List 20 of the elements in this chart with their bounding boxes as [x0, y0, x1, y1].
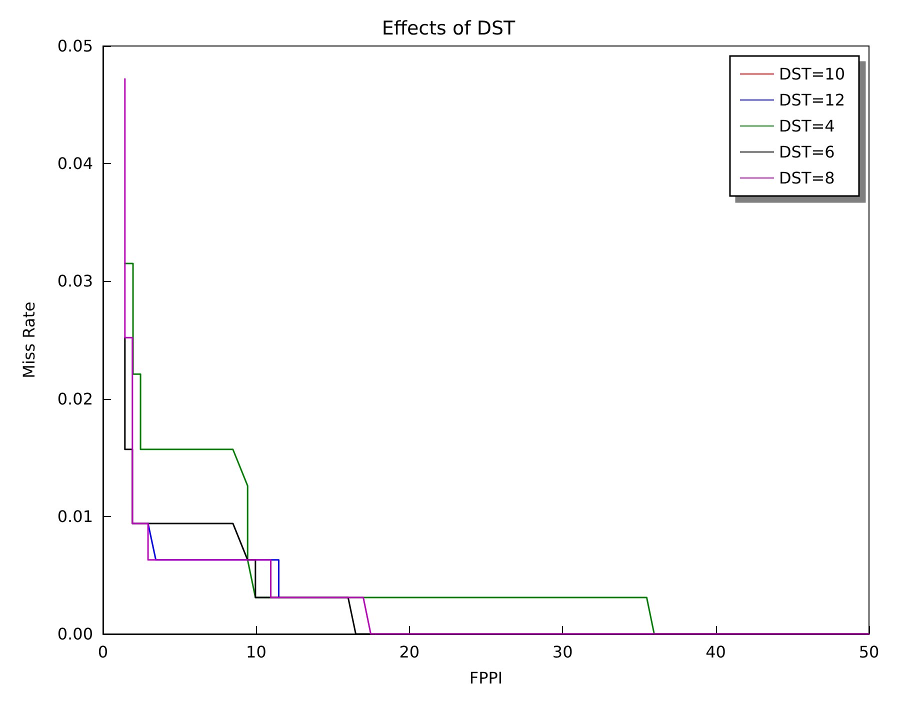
legend-label: DST=8	[778, 168, 835, 188]
y-axis-title: Miss Rate	[20, 302, 38, 378]
x-tick-label: 0	[98, 642, 108, 662]
legend-label: DST=10	[778, 64, 845, 84]
x-tick-label: 50	[858, 642, 880, 662]
legend-label: DST=6	[778, 142, 835, 162]
x-tick-label: 40	[706, 642, 726, 662]
y-tick-label: 0.03	[57, 272, 93, 291]
x-axis-title: FPPI	[469, 668, 503, 688]
y-tick-label: 0.02	[57, 389, 93, 408]
legend-label: DST=4	[778, 116, 835, 136]
x-tick-label: 10	[246, 642, 266, 662]
x-tick-label: 30	[552, 642, 573, 662]
y-tick-label: 0.01	[57, 506, 93, 526]
y-tick-label: 0.04	[57, 154, 93, 174]
y-tick-label: 0.05	[57, 36, 93, 56]
y-tick-label: 0.00	[57, 624, 93, 644]
chart-title: Effects of DST	[382, 18, 516, 40]
legend-label: DST=12	[778, 90, 845, 110]
x-tick-label: 20	[399, 642, 420, 662]
